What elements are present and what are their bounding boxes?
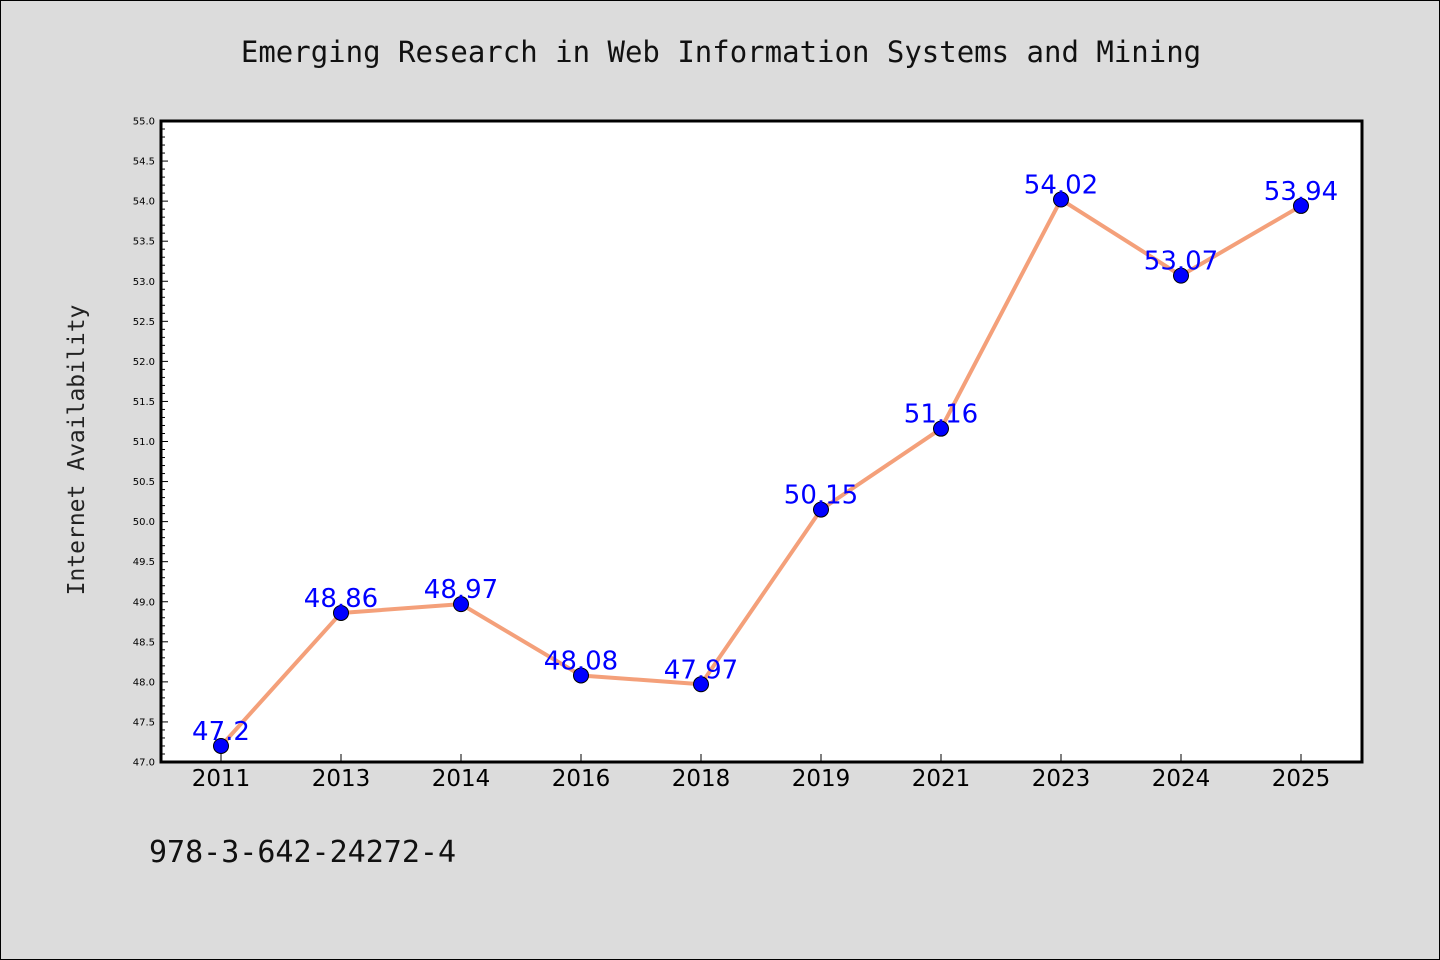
data-point [213, 737, 229, 754]
y-tick-label: 53.0 [133, 277, 155, 288]
y-tick-label: 54.5 [133, 157, 155, 168]
data-label: 53.94 [1264, 177, 1338, 207]
y-tick-label: 50.0 [133, 517, 155, 528]
x-tick-label: 2014 [432, 766, 491, 792]
plot-area [159, 119, 1364, 764]
x-tick-label: 2016 [552, 766, 611, 792]
data-label: 48.86 [304, 584, 378, 614]
y-tick-label: 52.5 [133, 317, 155, 328]
x-tick-label: 2023 [1032, 766, 1091, 792]
data-point [813, 501, 829, 518]
data-label: 47.2 [192, 717, 250, 747]
y-tick-label: 47.0 [133, 758, 155, 769]
x-tick-label: 2019 [792, 766, 851, 792]
data-label: 48.08 [544, 646, 618, 676]
y-tick-label: 51.0 [133, 437, 155, 448]
x-tick-label: 2024 [1152, 766, 1211, 792]
series-line [219, 197, 1303, 748]
x-tick-label: 2013 [312, 766, 371, 792]
y-tick-label: 47.5 [133, 717, 155, 728]
y-tick-label: 48.0 [133, 677, 155, 688]
data-point [1293, 197, 1309, 214]
x-tick-label: 2018 [672, 766, 731, 792]
y-tick-label: 53.5 [133, 237, 155, 248]
x-tick-label: 2025 [1272, 766, 1331, 792]
data-label: 54.02 [1024, 171, 1098, 201]
y-tick-label: 49.5 [133, 557, 155, 568]
data-point [933, 420, 949, 437]
y-tick-label: 54.0 [133, 197, 155, 208]
y-tick-label: 48.5 [133, 637, 155, 648]
y-tick-label: 51.5 [133, 397, 155, 408]
x-tick-label: 2011 [192, 766, 251, 792]
data-point [333, 604, 349, 621]
isbn-footnote: 978-3-642-24272-4 [149, 835, 457, 870]
data-point [1053, 191, 1069, 208]
data-point [573, 667, 589, 684]
data-label: 50.15 [784, 481, 858, 511]
data-point [693, 676, 709, 693]
data-point [1173, 267, 1189, 284]
data-label: 47.97 [664, 655, 738, 685]
data-label: 48.97 [424, 575, 498, 605]
data-label: 51.16 [904, 400, 978, 430]
y-tick-label: 55.0 [133, 117, 155, 128]
data-label: 53.07 [1144, 247, 1218, 277]
y-tick-label: 49.0 [133, 597, 155, 608]
y-tick-label: 50.5 [133, 477, 155, 488]
chart-title: Emerging Research in Web Information Sys… [240, 35, 1202, 69]
data-point [453, 596, 469, 613]
y-tick-label: 52.0 [133, 357, 155, 368]
x-tick-label: 2021 [912, 766, 971, 792]
